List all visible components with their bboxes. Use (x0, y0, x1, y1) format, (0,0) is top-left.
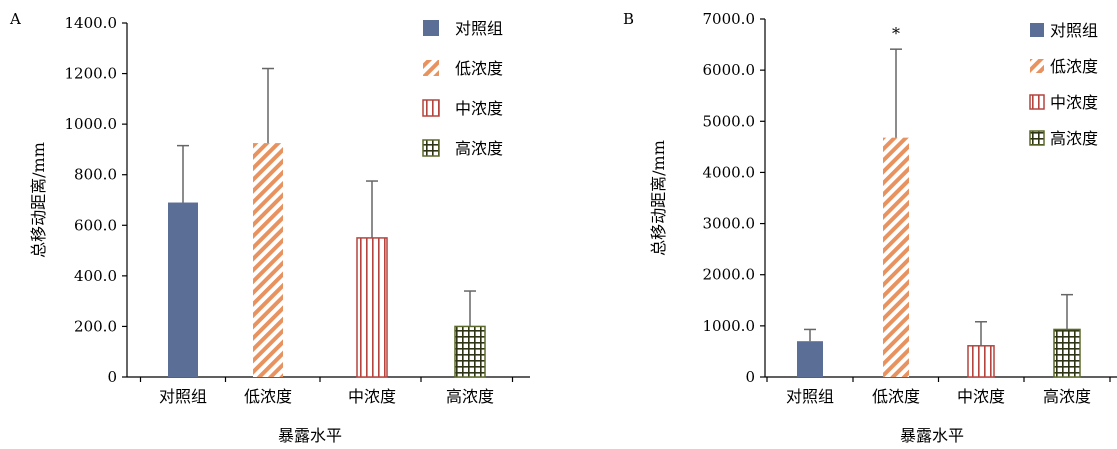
x-tick-label: 中浓度 (348, 387, 396, 406)
panel-label: B (623, 10, 634, 28)
legend-swatch-low (1030, 59, 1044, 73)
y-tick-label: 600.0 (74, 216, 117, 234)
legend-swatch-control (1030, 23, 1044, 37)
legend-label-mid: 中浓度 (1050, 93, 1098, 112)
legend-label-high: 高浓度 (455, 139, 503, 158)
y-tick-label: 1000.0 (65, 115, 118, 133)
x-tick-label: 高浓度 (1043, 387, 1091, 406)
legend-swatch-high (422, 139, 440, 157)
bar-control (168, 202, 198, 377)
legend-label-control: 对照组 (455, 19, 503, 38)
legend-swatch-high (1029, 130, 1045, 146)
x-axis-title: 暴露水平 (900, 426, 964, 445)
x-axis-title: 暴露水平 (278, 426, 342, 445)
bar-low (253, 143, 283, 377)
legend-label-low: 低浓度 (1050, 57, 1098, 76)
bar-high (454, 325, 486, 378)
chart-panel-a: A 0 200.0 400.0 600.0 800.0 1000.0 1200.0 1400.0… (9, 10, 530, 445)
legend-label-control: 对照组 (1050, 21, 1098, 40)
y-tick-label: 1200.0 (65, 65, 118, 83)
x-tick-label: 低浓度 (872, 387, 920, 406)
legend-label-low: 低浓度 (455, 59, 503, 78)
legend-label-mid: 中浓度 (455, 99, 503, 118)
legend-swatch-low (423, 60, 439, 76)
legend-swatch-mid (422, 99, 440, 117)
chart-panel-b: B 0 1000.0 2000.0 3000.0 4000.0 5000.0 6000.0 70… (623, 10, 1117, 445)
x-tick-label: 对照组 (786, 387, 834, 406)
y-tick-label: 7000.0 (703, 10, 756, 28)
y-tick-label: 3000.0 (703, 215, 756, 233)
y-tick-label: 800.0 (74, 166, 117, 184)
x-tick-label: 高浓度 (446, 387, 494, 406)
legend-swatch-mid (1029, 94, 1045, 110)
legend-swatch-control (423, 20, 439, 36)
y-tick-label: 6000.0 (703, 61, 756, 79)
y-tick-label: 0 (745, 368, 755, 386)
panel-label: A (9, 10, 21, 28)
bar-mid (356, 237, 388, 378)
y-tick-label: 400.0 (74, 267, 117, 285)
y-axis-title: 总移动距离/mm (29, 142, 48, 258)
bar-high (1053, 328, 1081, 378)
legend-label-high: 高浓度 (1050, 129, 1098, 148)
x-tick-label: 低浓度 (244, 387, 292, 406)
bar-mid (967, 345, 995, 378)
x-tick-label: 中浓度 (957, 387, 1005, 406)
y-tick-label: 1400.0 (65, 14, 118, 32)
y-tick-label: 0 (107, 368, 117, 386)
y-axis-title: 总移动距离/mm (649, 140, 668, 256)
y-tick-label: 1000.0 (703, 317, 756, 335)
y-tick-label: 5000.0 (703, 112, 756, 130)
y-tick-label: 2000.0 (703, 266, 756, 284)
y-tick-label: 200.0 (74, 317, 117, 335)
bar-control (797, 341, 823, 377)
x-tick-label: 对照组 (159, 387, 207, 406)
bar-low (883, 137, 909, 377)
y-tick-label: 4000.0 (703, 163, 756, 181)
significance-marker: * (892, 24, 900, 43)
